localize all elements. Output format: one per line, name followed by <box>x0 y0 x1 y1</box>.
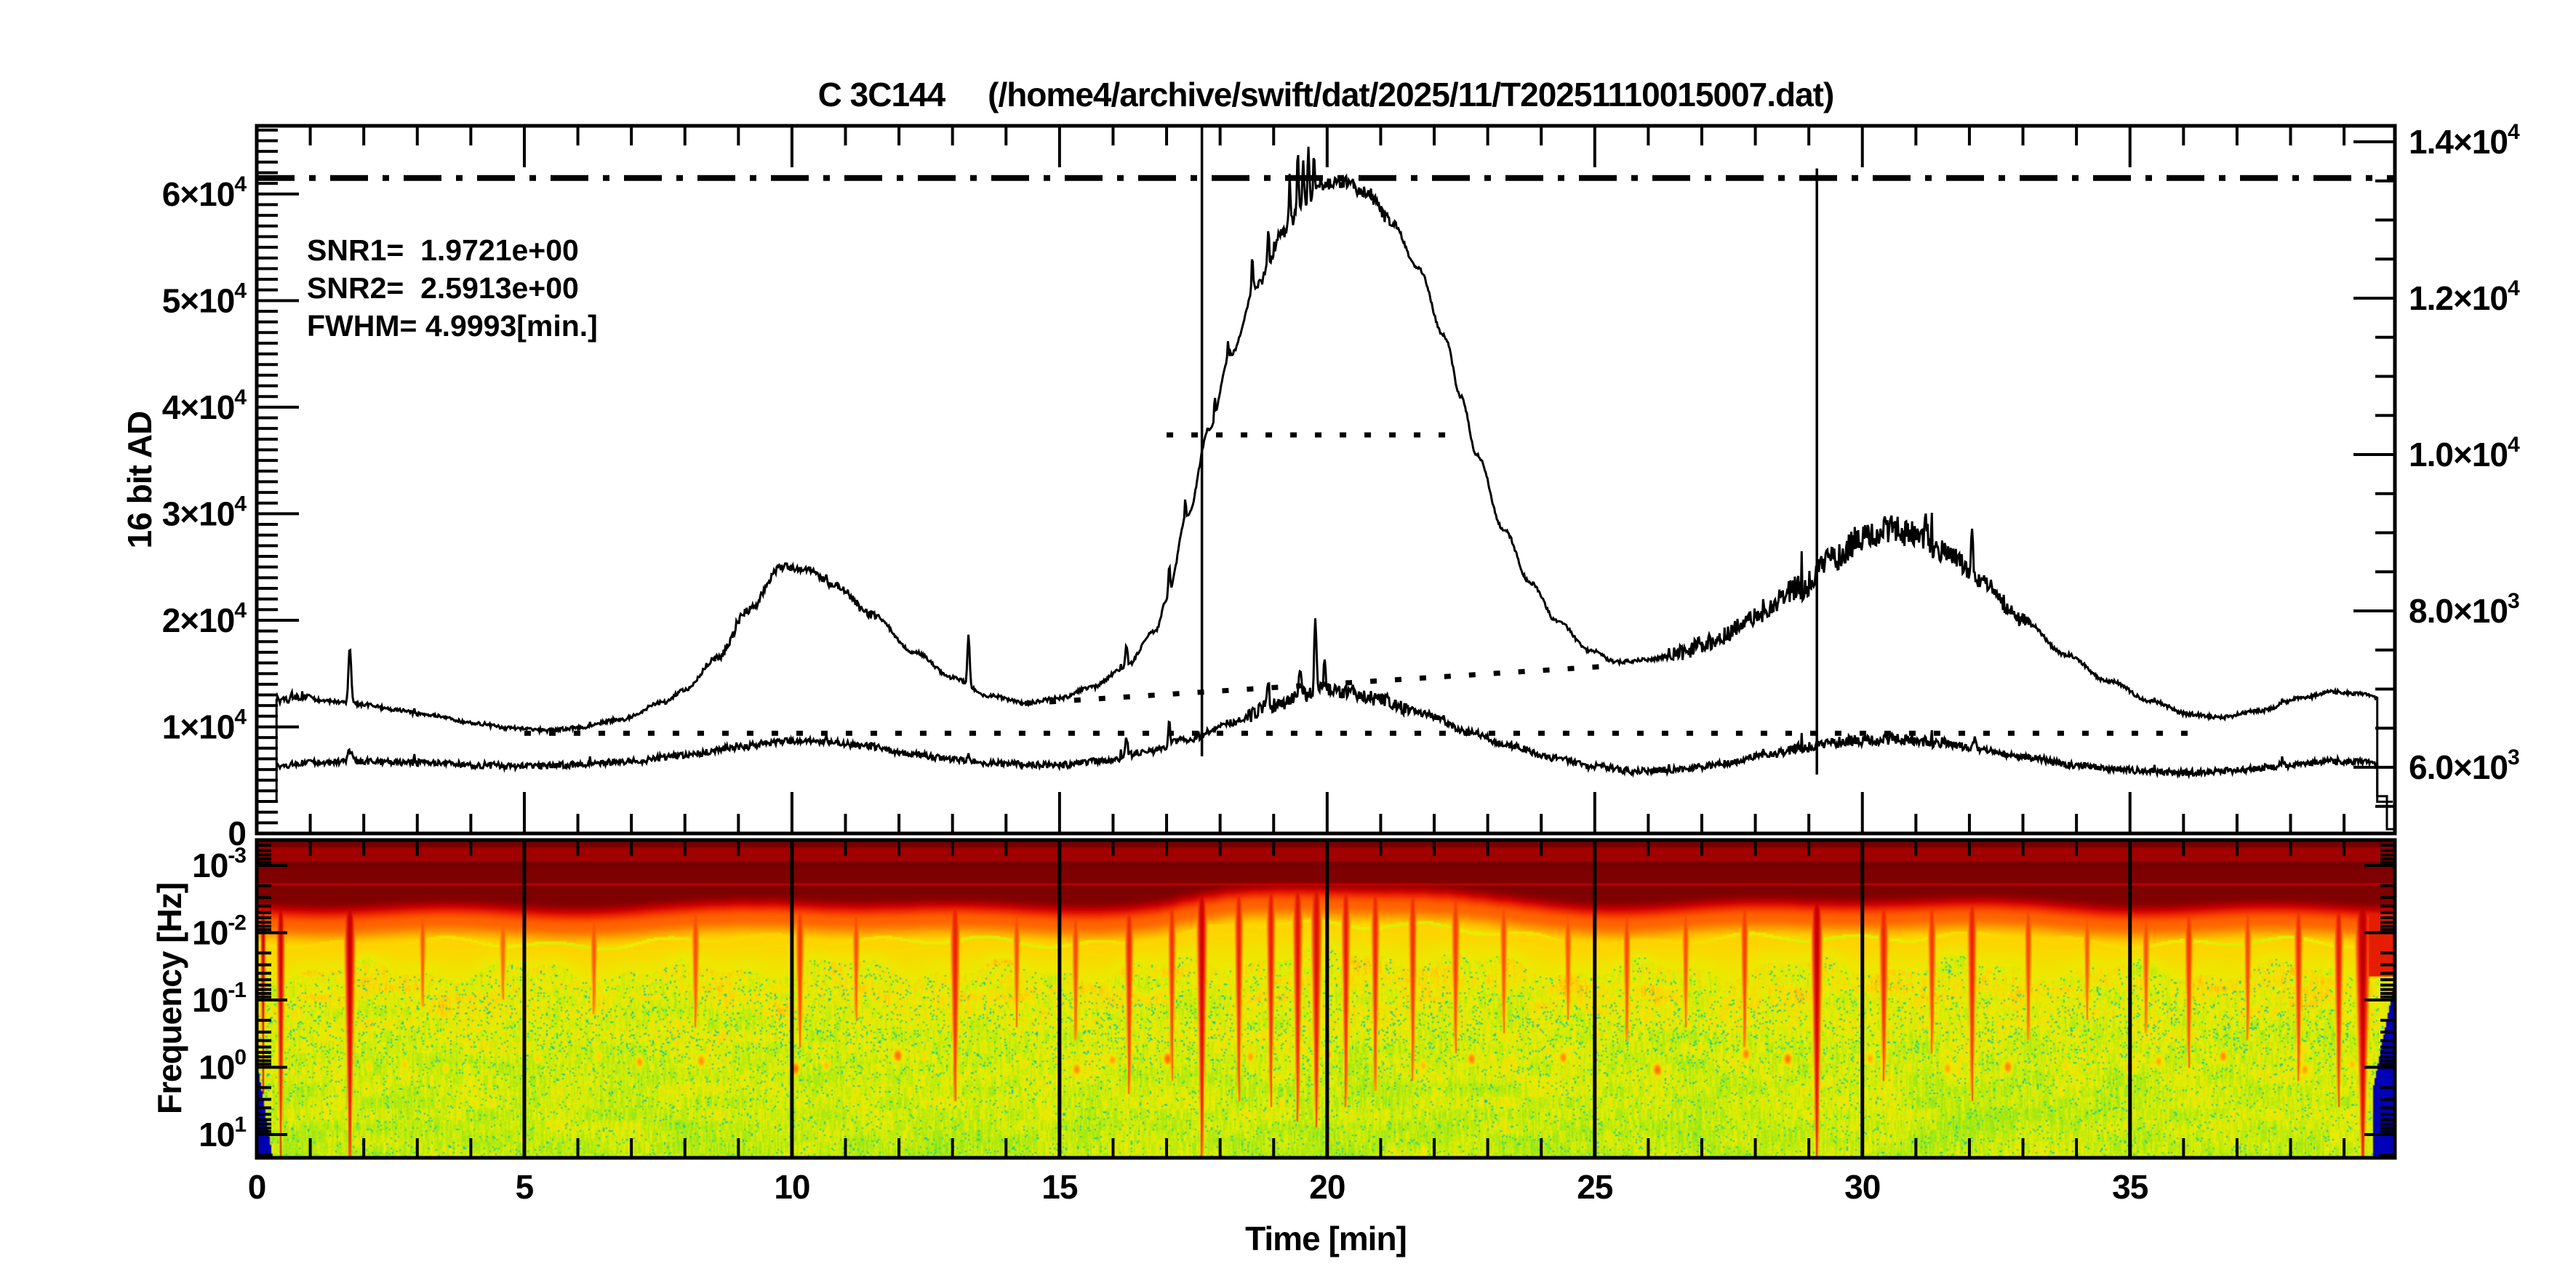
ytick-label-left: 3×104 <box>162 492 247 532</box>
xtick-label: 35 <box>2112 1168 2148 1206</box>
signal-power-curve <box>275 146 2378 736</box>
xtick-label: 30 <box>1844 1168 1880 1206</box>
ytick-label-right: 1.0×104 <box>2409 433 2520 473</box>
ytick-label-left: 4×104 <box>162 385 247 426</box>
y-axis-title-left: 16 bit AD <box>121 411 159 549</box>
xtick-label: 15 <box>1041 1168 1078 1206</box>
xtick-label: 20 <box>1309 1168 1345 1206</box>
freq-tick-label: 10-3 <box>192 844 246 884</box>
plot-title: C 3C144 (/home4/archive/swift/dat/2025/1… <box>817 76 1835 113</box>
axis-ticks <box>255 126 2395 1158</box>
xtick-label: 5 <box>516 1168 534 1206</box>
spectrogram-gridlines <box>522 840 2132 1158</box>
x-axis-title: Time [min] <box>1245 1220 1407 1257</box>
ytick-label-right: 8.0×103 <box>2409 589 2519 630</box>
scan-end-glitch <box>2376 697 2395 831</box>
light-curves <box>275 127 2395 831</box>
xtick-label: 0 <box>248 1168 266 1206</box>
ytick-label-left: 6×104 <box>162 172 247 213</box>
freq-tick-label: 10-1 <box>192 978 246 1019</box>
scan-end-glitch-ref <box>2376 763 2393 803</box>
xtick-label: 10 <box>774 1168 809 1206</box>
snr2-annotation: SNR2= 2.5913e+00 <box>307 271 579 305</box>
frequency-axis-title: Frequency [Hz] <box>151 882 188 1115</box>
freq-tick-label: 100 <box>199 1046 246 1087</box>
ytick-label-right: 1.2×104 <box>2409 276 2520 317</box>
reference-power-curve <box>275 618 2379 780</box>
fwhm-annotation: FWHM= 4.9993[min.] <box>307 309 598 343</box>
ytick-label-left: 0 <box>228 815 246 852</box>
snr1-annotation: SNR1= 1.9721e+00 <box>307 233 579 267</box>
ytick-label-left: 5×104 <box>162 279 247 319</box>
ytick-label-left: 2×104 <box>162 599 247 639</box>
ytick-label-right: 1.4×104 <box>2409 120 2520 161</box>
freq-tick-label: 10-2 <box>192 911 246 952</box>
ytick-label-right: 6.0×103 <box>2409 745 2519 786</box>
freq-tick-label: 101 <box>199 1113 246 1153</box>
ytick-label-left: 1×104 <box>162 705 247 745</box>
xtick-label: 25 <box>1577 1168 1613 1206</box>
